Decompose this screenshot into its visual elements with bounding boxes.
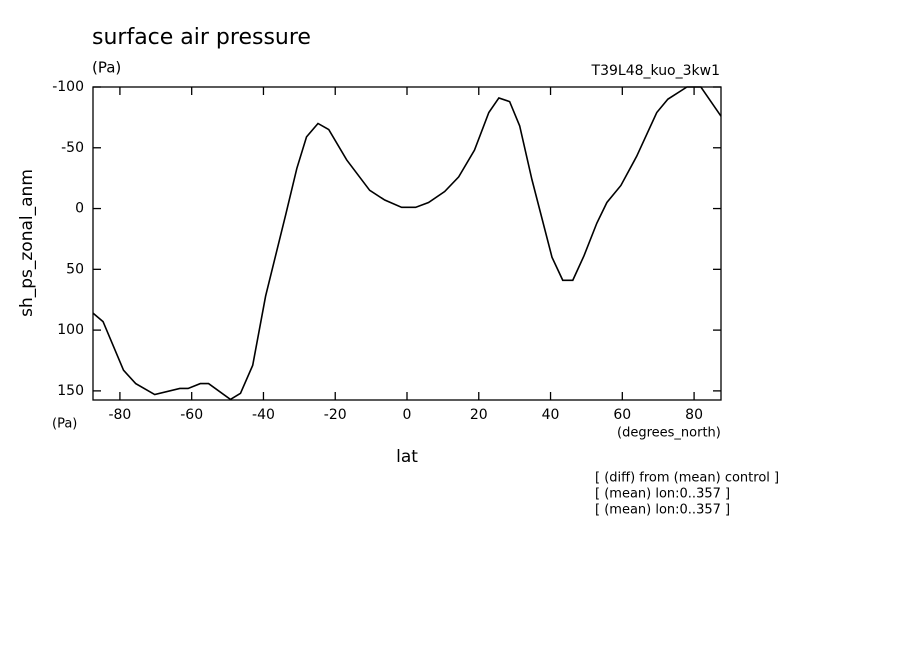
- x-tick-label: -20: [324, 407, 347, 423]
- x-tick-label: 40: [542, 407, 560, 423]
- x-tick-label: 80: [685, 407, 703, 423]
- x-tick-label: -40: [252, 407, 275, 423]
- chart-title: surface air pressure: [92, 25, 311, 50]
- y-tick-label: 100: [57, 322, 84, 338]
- annotation: [ (mean) lon:0..357 ]: [595, 503, 730, 518]
- x-tick-label: 0: [403, 407, 412, 423]
- annotation: [ (diff) from (mean) control ]: [595, 471, 779, 486]
- y-tick-label: 0: [75, 201, 84, 217]
- x-tick-label: -60: [180, 407, 203, 423]
- x-unit: (degrees_north): [617, 426, 721, 441]
- chart-subtitle: (Pa): [92, 59, 121, 77]
- x-tick-label: 60: [613, 407, 631, 423]
- y-tick-label: 50: [66, 261, 84, 277]
- y-axis-label: sh_ps_zonal_anm: [17, 169, 37, 317]
- y-tick-label: -50: [61, 140, 84, 156]
- data-line: [92, 86, 722, 401]
- x-tick-label: 20: [470, 407, 488, 423]
- y-unit: (Pa): [52, 417, 77, 432]
- run-label: T39L48_kuo_3kw1: [591, 63, 720, 79]
- x-axis-label: lat: [396, 447, 418, 467]
- annotation: [ (mean) lon:0..357 ]: [595, 487, 730, 502]
- y-tick-label: 150: [57, 383, 84, 399]
- plot-frame: [92, 86, 722, 401]
- x-tick-label: -80: [108, 407, 131, 423]
- y-tick-label: -100: [52, 79, 84, 95]
